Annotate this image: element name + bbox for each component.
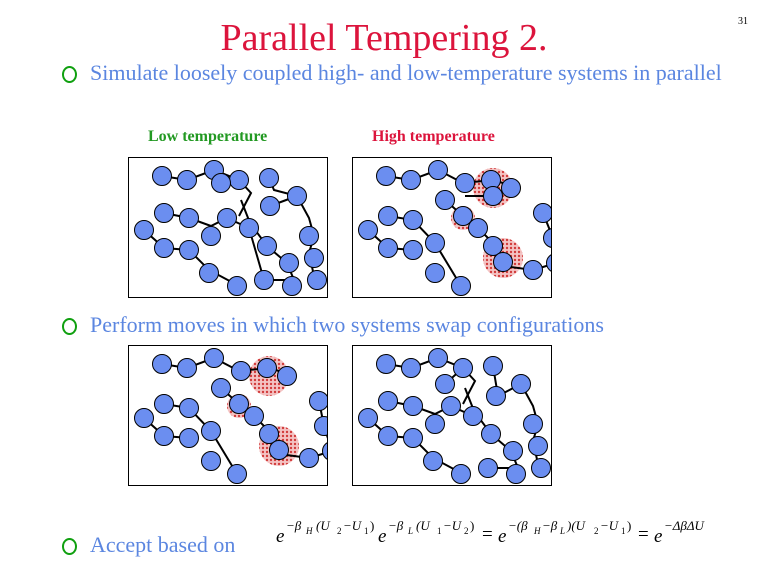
formula-sub2c: 2 [594, 526, 599, 536]
high-temperature-label: High temperature [372, 128, 495, 145]
polymer-chains-graphic [358, 348, 551, 484]
formula-sub1b: 1 [437, 526, 442, 536]
polymer-chains-graphic [134, 348, 327, 484]
formula-sub2b: 2 [464, 526, 469, 536]
bullet-simulate: Simulate loosely coupled high- and low-t… [62, 58, 742, 118]
bullet-circle-icon [62, 318, 77, 335]
formula-sub-l: L [407, 526, 413, 536]
page-number: 31 [738, 16, 748, 27]
bullet-circle-icon [62, 538, 77, 555]
low-temperature-label: Low temperature [148, 128, 268, 145]
bullet-circle-icon [62, 66, 77, 83]
formula-e3: e [498, 526, 506, 547]
bullet-text: Perform moves in which two systems swap … [90, 312, 604, 337]
formula-exp3m: −β [542, 518, 558, 533]
formula-sub-h2: H [533, 526, 541, 536]
chain-beads [358, 348, 551, 484]
formula-eq2: = [638, 524, 649, 545]
formula-sub-l2: L [559, 526, 565, 536]
acceptance-formula: e −β H (U 2 −U 1 ) e −β L (U 1 −U 2 ) = … [276, 518, 706, 547]
formula-close2: ) [470, 518, 474, 533]
bullet-perform-moves: Perform moves in which two systems swap … [62, 310, 742, 340]
formula-exp4: −ΔβΔU [664, 518, 706, 533]
high-temperature-polymer-panel [352, 157, 552, 298]
formula-minus-u1: −U [343, 518, 363, 533]
formula-sub1c: 1 [621, 526, 626, 536]
formula-exp1: −β [286, 518, 302, 533]
formula-eq1: = [482, 524, 493, 545]
formula-exp1b: (U [316, 518, 331, 533]
bullet-text: Accept based on [90, 532, 236, 557]
chain-beads [134, 160, 327, 296]
formula-sub1: 1 [364, 526, 369, 536]
low-temperature-polymer-panel [128, 157, 328, 298]
formula-sub2: 2 [337, 526, 342, 536]
polymer-chains-graphic [134, 160, 327, 296]
formula-e4: e [654, 526, 662, 547]
swapped-high-polymer-panel [352, 345, 552, 486]
bullet-text: Simulate loosely coupled high- and low-t… [90, 60, 722, 85]
formula-sub-h: H [305, 526, 313, 536]
formula-exp2b: (U [416, 518, 431, 533]
formula-exp3c: )(U [566, 518, 587, 533]
bullet-accept: Accept based on [62, 530, 282, 560]
formula-minus-u3: −U [600, 518, 620, 533]
formula-close3: ) [627, 518, 631, 533]
polymer-chains-graphic [358, 160, 551, 296]
formula-e1: e [276, 526, 284, 547]
formula-minus-u2: −U [443, 518, 463, 533]
formula-exp3: −(β [508, 518, 528, 533]
slide-title: Parallel Tempering 2. [220, 17, 548, 59]
chain-beads [358, 160, 551, 296]
chain-beads [134, 348, 327, 484]
formula-close1: ) [370, 518, 374, 533]
formula-e2: e [378, 526, 386, 547]
swapped-low-polymer-panel [128, 345, 328, 486]
formula-exp2: −β [388, 518, 404, 533]
